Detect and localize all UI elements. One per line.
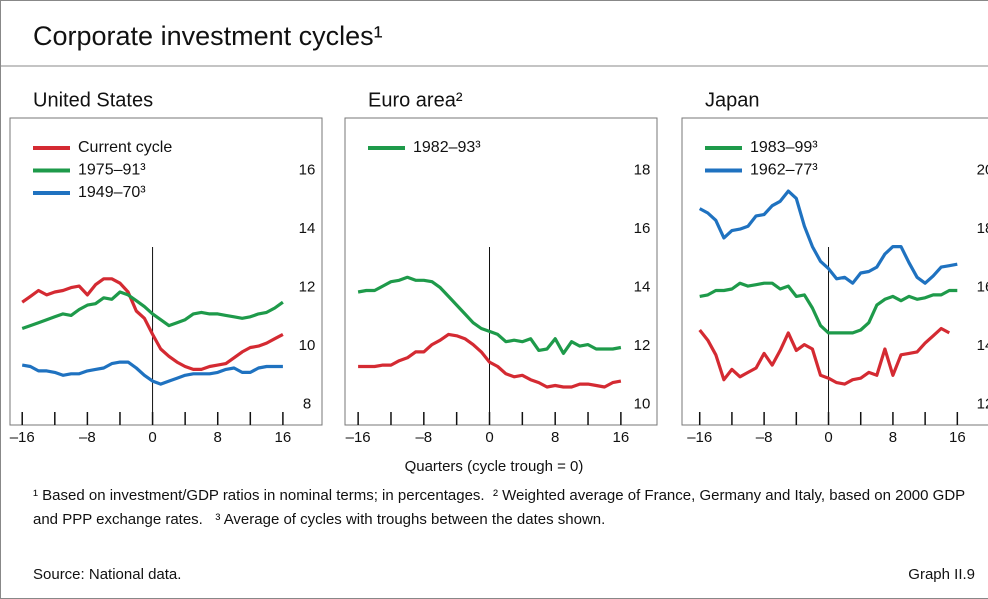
graph-label: Graph II.9 [908,566,975,583]
footnote: ¹ Based on investment/GDP ratios in nomi… [33,487,485,504]
panel [344,117,658,426]
chart-title: Corporate investment cycles¹ [33,21,383,51]
footnotes: ¹ Based on investment/GDP ratios in nomi… [33,484,978,532]
y-tick-label: 10 [634,396,651,413]
y-tick-label: 18 [634,162,651,179]
x-tick-label: –16 [10,429,35,446]
legend-label: 1962–77³ [750,162,818,179]
panel [9,117,323,426]
y-tick-label: 14 [977,337,988,354]
y-tick-label: 12 [299,279,316,296]
series-line [358,332,622,389]
x-tick-label: –8 [756,429,773,446]
panel [681,117,988,426]
legend-label: Current cycle [78,139,172,156]
source: Source: National data. [33,566,182,583]
series-line [699,281,958,335]
series-line [698,189,958,285]
x-tick-label: 16 [949,429,966,446]
x-tick-label: –8 [79,429,96,446]
legend-label: 1975–91³ [78,162,146,179]
panel-title: United States [33,89,153,111]
x-tick-label: 8 [551,429,559,446]
x-tick-label: 0 [485,429,493,446]
series-line [357,275,622,355]
x-tick-label: 8 [889,429,897,446]
y-tick-label: 12 [634,337,651,354]
x-tick-label: –16 [687,429,712,446]
x-tick-label: 16 [613,429,630,446]
x-tick-label: 16 [275,429,292,446]
series-line [21,290,284,331]
x-axis-label: Quarters (cycle trough = 0) [405,458,584,475]
y-tick-label: 14 [299,220,316,237]
x-tick-label: –16 [346,429,371,446]
panel-title: Euro area² [368,89,463,111]
y-tick-label: 16 [299,162,316,179]
legend-label: 1983–99³ [750,139,818,156]
y-tick-label: 20 [977,162,988,179]
x-tick-label: 0 [148,429,156,446]
series-line [21,277,284,371]
y-tick-label: 18 [977,220,988,237]
legend-label: 1982–93³ [413,139,481,156]
series-line [21,360,283,386]
legend-label: 1949–70³ [78,184,146,201]
x-tick-label: –8 [415,429,432,446]
x-tick-label: 0 [824,429,832,446]
y-tick-label: 12 [977,396,988,413]
panel-title: Japan [705,89,760,111]
footnote: ² Weighted average of France, Germany an… [33,487,965,528]
y-tick-label: 10 [299,337,316,354]
y-tick-label: 8 [303,396,311,413]
y-tick-label: 16 [977,279,988,296]
y-tick-label: 14 [634,279,651,296]
footnote: ³ Average of cycles with troughs between… [215,511,606,528]
y-tick-label: 16 [634,220,651,237]
series-line [698,326,951,386]
x-tick-label: 8 [214,429,222,446]
